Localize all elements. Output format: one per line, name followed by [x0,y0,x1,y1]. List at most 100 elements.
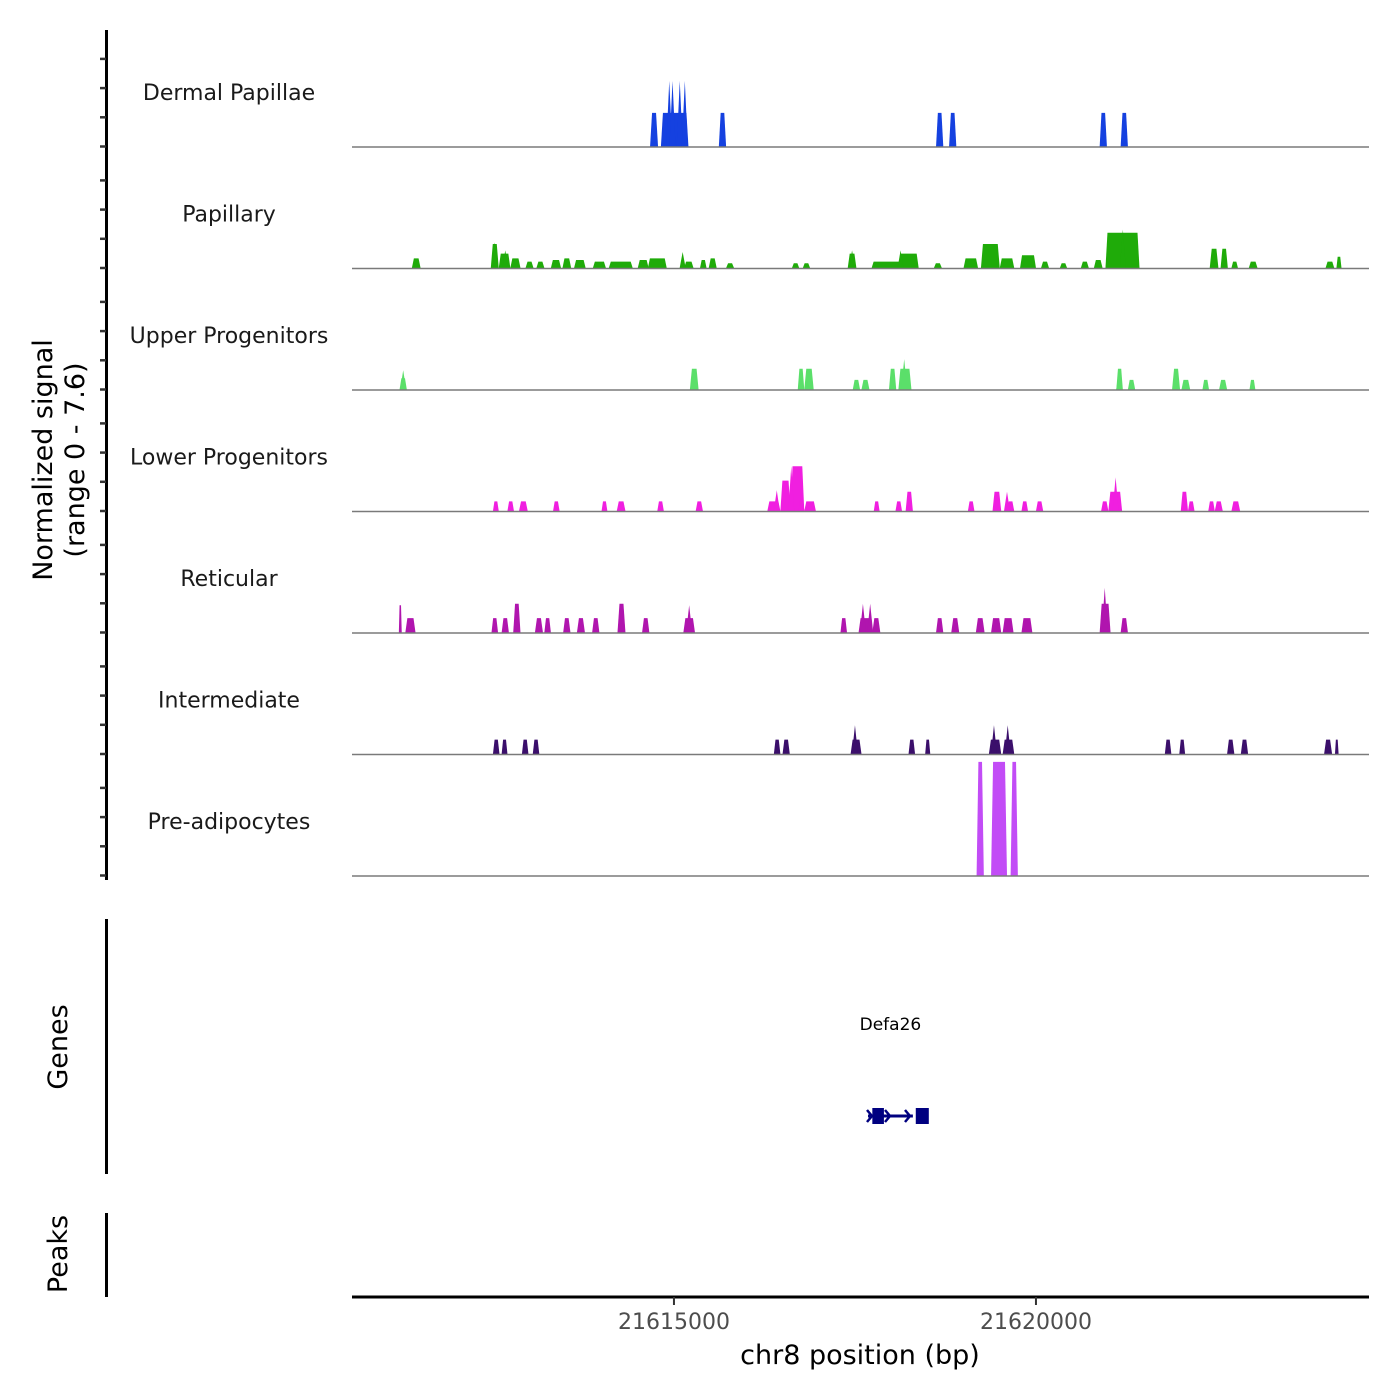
signal-spike [1112,477,1119,511]
signal-peak [1208,501,1215,511]
signal-spike [669,80,676,147]
x-tick-label: 21620000 [980,1310,1092,1335]
signal-peak [1219,379,1228,390]
signal-peak [804,368,814,390]
signal-peak [1127,379,1136,390]
signal-peak [1249,379,1256,390]
signal-spike [901,359,908,390]
track-label: Intermediate [158,689,300,714]
signal-peak [553,501,560,511]
signal-spike [897,250,904,268]
signal-peak [492,501,499,511]
signal-peak [861,379,870,390]
signal-peak [1324,739,1333,754]
signal-peak [718,112,727,147]
signal-peak [411,258,421,268]
signal-peak [601,501,608,511]
signal-peak [782,739,790,754]
signal-peak [576,618,585,633]
signal-peak [1101,501,1109,511]
signal-peak [852,379,861,390]
signal-spike [788,466,795,511]
gene-exon [872,1108,884,1124]
signal-peak [684,261,694,268]
signal-peak [521,739,529,754]
signal-peak [780,480,791,511]
signal-peak [1202,379,1209,390]
signal-peak [1020,255,1036,268]
signal-peak [492,739,500,754]
signal-spike [798,491,805,511]
signal-spike [773,490,780,511]
signal-peak [513,603,521,633]
signal-peak [1227,739,1235,754]
signal-peak [608,261,633,268]
track-dermal-papillae: Dermal Papillae [143,80,1369,148]
signal-peak [510,258,521,268]
signal-spike [491,242,498,268]
signal-peak [1209,248,1219,268]
track-label: Upper Progenitors [130,324,329,349]
track-label: Reticular [180,567,278,592]
signal-spike [851,725,858,754]
signal-peak [991,761,1008,876]
signal-peak [1120,618,1128,633]
track-label: Lower Progenitors [130,446,328,471]
signal-peak [936,112,944,147]
signal-peak [1059,263,1068,268]
signal-peak [1093,260,1103,268]
signal-peak [637,260,649,268]
signal-peak [1010,761,1018,876]
signal-peak [1021,618,1033,633]
signal-peak [525,261,534,268]
signal-peak [1248,261,1258,268]
signal-peak [1220,248,1228,268]
y-axis-title: Normalized signal (range 0 - 7.6) [28,339,91,581]
signal-peak [976,761,984,876]
signal-peak [642,618,650,633]
signal-peak [992,491,1002,511]
signal-peak [398,605,402,633]
genes-panel: Defa26 [860,1015,929,1124]
signal-peak [592,261,606,268]
signal-peak [1231,261,1238,268]
signal-peak [574,260,586,268]
signal-peak [534,618,543,633]
peaks-panel-label: Peaks [43,1215,74,1293]
signal-peak [695,501,703,511]
signal-peak [908,739,916,754]
signal-peak [592,618,600,633]
signal-peak [980,244,1000,268]
signal-peak [491,618,499,633]
track-pre-adipocytes: Pre-adipocytes [148,761,1369,877]
signal-spike [867,603,874,633]
signal-spike [400,370,407,390]
gene-exon [915,1108,929,1124]
signal-peak [1180,491,1189,511]
signal-peak [1188,501,1195,511]
y-axis-title-line2: (range 0 - 7.6) [60,362,91,557]
signal-peak [963,258,979,268]
track-lower-progenitors: Lower Progenitors [130,446,1369,513]
signal-spike [990,725,997,754]
signal-spike [502,250,509,268]
signal-spike [1101,587,1108,633]
genes-panel-label: Genes [43,1004,74,1089]
signal-peak [925,739,931,754]
signal-spike [681,80,688,147]
signal-peak [563,618,571,633]
signal-peak [501,739,508,754]
signal-peak [967,501,975,511]
signal-peak [1231,501,1241,511]
signal-peak [936,618,944,633]
track-papillary: Papillary [182,203,1369,270]
signal-peak [726,263,735,268]
signal-peak [905,491,913,511]
signal-peak [1214,501,1223,511]
signal-peak [1240,739,1249,754]
y-axis-title-line1: Normalized signal [28,339,59,581]
signal-peak [657,501,664,511]
signal-peak [708,258,717,268]
track-label: Pre-adipocytes [148,810,311,835]
